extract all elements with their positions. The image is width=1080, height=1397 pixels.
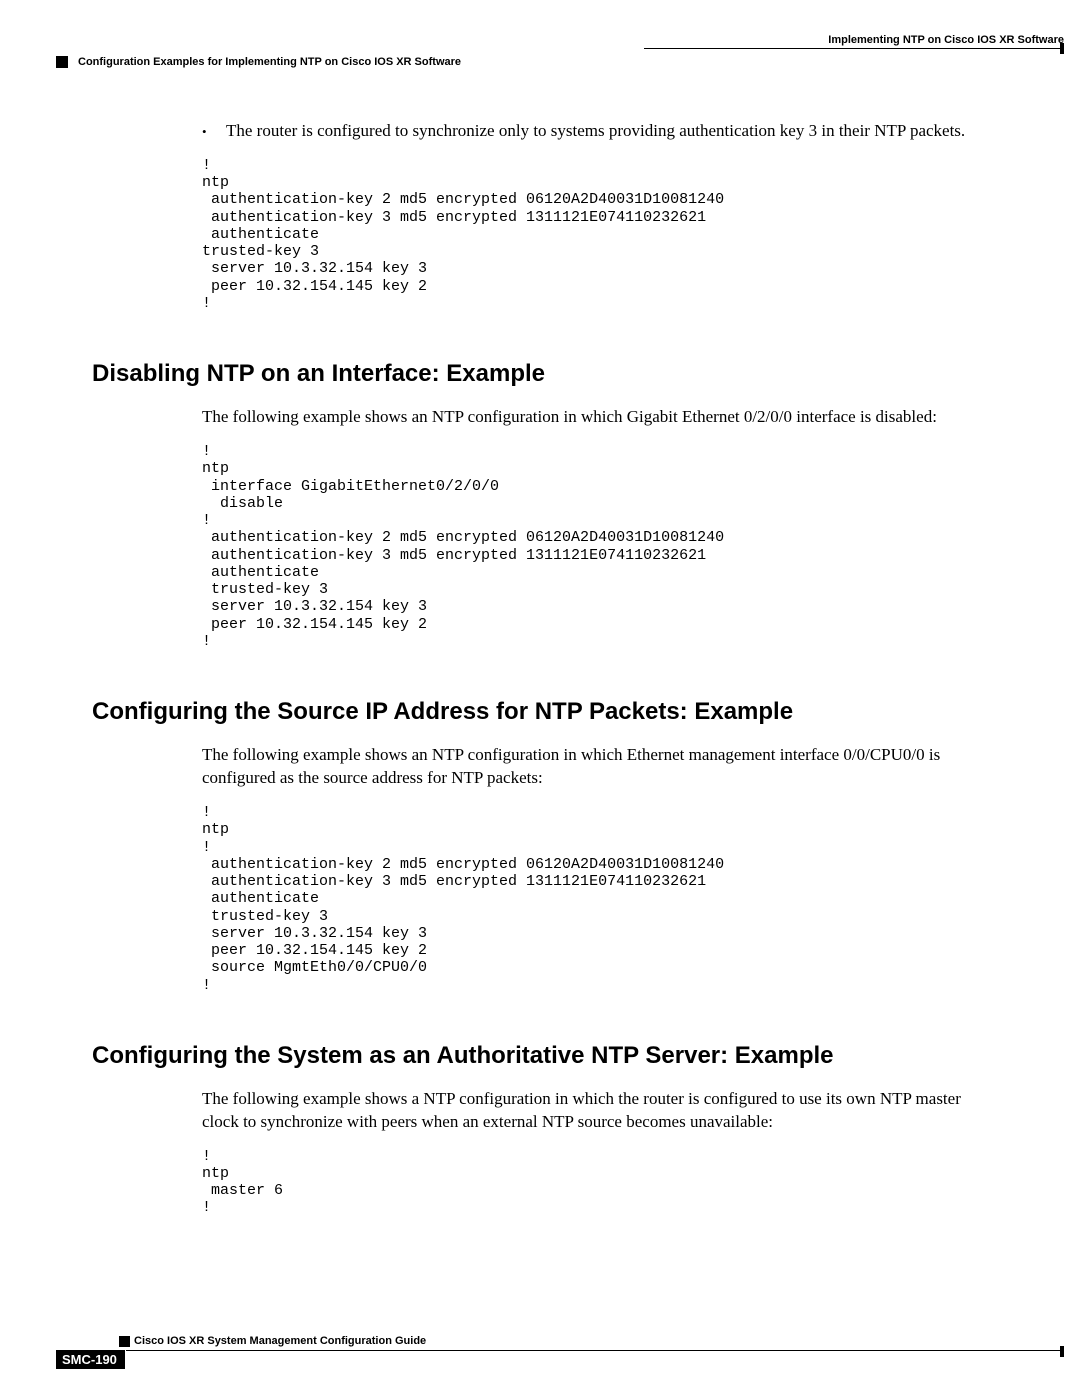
footer-text: Cisco IOS XR System Management Configura… xyxy=(134,1335,426,1347)
header-right-text: Implementing NTP on Cisco IOS XR Softwar… xyxy=(828,34,1064,46)
section-heading-1: Disabling NTP on an Interface: Example xyxy=(92,360,980,388)
bullet-icon: • xyxy=(202,120,226,143)
intro-bullet-text: The router is configured to synchronize … xyxy=(226,120,965,143)
section-heading-3: Configuring the System as an Authoritati… xyxy=(92,1042,980,1070)
code-block-1: ! ntp authentication-key 2 md5 encrypted… xyxy=(202,157,980,312)
footer-square-icon xyxy=(119,1336,130,1347)
page: Implementing NTP on Cisco IOS XR Softwar… xyxy=(0,0,1080,1397)
code-block-3: ! ntp ! authentication-key 2 md5 encrypt… xyxy=(202,804,980,994)
section-para-1: The following example shows an NTP confi… xyxy=(202,406,980,429)
content: • The router is configured to synchroniz… xyxy=(92,120,980,1217)
section-heading-2: Configuring the Source IP Address for NT… xyxy=(92,698,980,726)
footer-rule xyxy=(126,1350,1064,1351)
header-left-text: Configuration Examples for Implementing … xyxy=(78,56,461,68)
header-tick xyxy=(1060,43,1064,54)
section-para-2: The following example shows an NTP confi… xyxy=(202,744,980,790)
page-number: SMC-190 xyxy=(56,1350,125,1369)
intro-bullet: • The router is configured to synchroniz… xyxy=(202,120,980,143)
header-rule xyxy=(644,48,1064,49)
footer-tick xyxy=(1060,1346,1064,1357)
code-block-4: ! ntp master 6 ! xyxy=(202,1148,980,1217)
header-square-icon xyxy=(56,56,68,68)
section-para-3: The following example shows a NTP config… xyxy=(202,1088,980,1134)
code-block-2: ! ntp interface GigabitEthernet0/2/0/0 d… xyxy=(202,443,980,650)
